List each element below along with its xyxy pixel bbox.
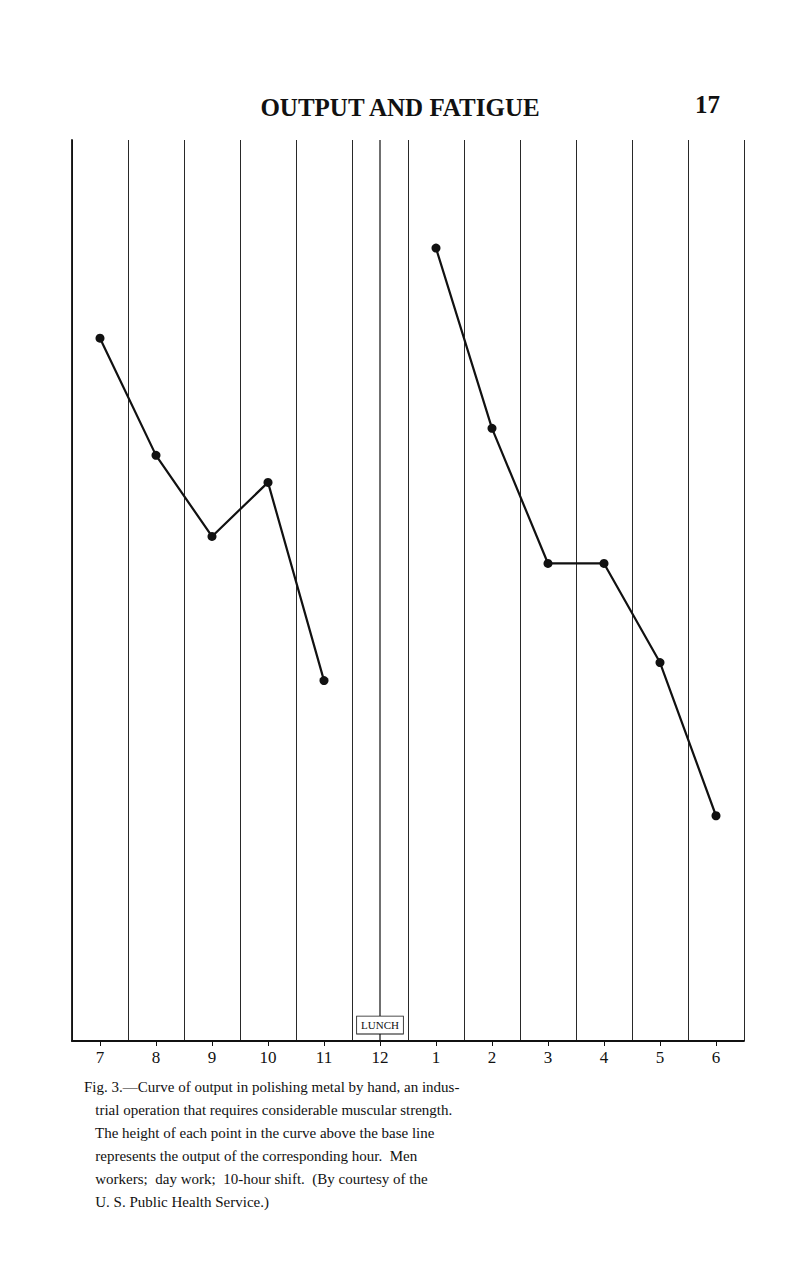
svg-text:trial operation that requires: trial operation that requires considerab… [84,1102,452,1118]
svg-text:6: 6 [712,1048,721,1067]
svg-text:10: 10 [260,1048,277,1067]
svg-text:LUNCH: LUNCH [361,1019,399,1031]
svg-text:5: 5 [656,1048,665,1067]
svg-text:3: 3 [544,1048,553,1067]
svg-text:U. S. Public Health Service.): U. S. Public Health Service.) [84,1194,269,1211]
svg-text:8: 8 [152,1048,161,1067]
svg-text:workers; day work; 10-hour s: workers; day work; 10-hour shift. (By co… [84,1171,428,1188]
svg-text:11: 11 [316,1048,332,1067]
svg-text:represents the output of the c: represents the output of the correspondi… [84,1148,418,1164]
svg-text:17: 17 [695,91,720,118]
svg-text:2: 2 [488,1048,497,1067]
svg-text:12: 12 [372,1048,389,1067]
svg-text:1: 1 [432,1048,441,1067]
svg-text:4: 4 [600,1048,609,1067]
svg-text:Fig. 3.—Curve of output in pol: Fig. 3.—Curve of output in polishing met… [84,1079,459,1095]
svg-text:The height of each point in th: The height of each point in the curve ab… [84,1125,435,1141]
svg-text:OUTPUT AND FATIGUE: OUTPUT AND FATIGUE [260,94,539,121]
svg-text:9: 9 [208,1048,217,1067]
svg-text:7: 7 [96,1048,105,1067]
